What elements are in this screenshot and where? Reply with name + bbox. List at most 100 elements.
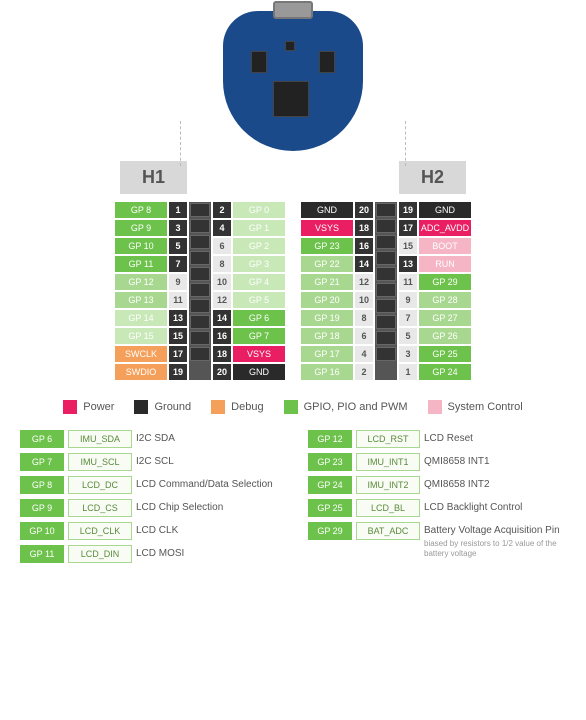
pin-label: GP 17 [301,346,353,362]
pin-label: VSYS [233,346,285,362]
pin-number: 1 [399,364,417,380]
legend-label: System Control [448,401,523,413]
h2-pinout: GNDVSYSGP 23GP 22GP 21GP 20GP 19GP 18GP … [301,202,471,380]
pin-label: GP 20 [301,292,353,308]
function-row: GP 9LCD_CS LCD Chip Selection [20,499,278,517]
function-name: LCD_BL [356,499,420,517]
function-name: IMU_SDA [68,430,132,448]
pin-label: GP 21 [301,274,353,290]
pin-number: 12 [213,292,231,308]
pin-label: GP 19 [301,310,353,326]
pin-label: GP 16 [301,364,353,380]
pin-number: 2 [355,364,373,380]
function-desc: Battery Voltage Acquisition Pinbiased by… [424,522,566,560]
function-name: IMU_SCL [68,453,132,471]
function-pin: GP 7 [20,453,64,471]
pin-number: 17 [399,220,417,236]
function-name: LCD_DC [68,476,132,494]
pin-label: GP 6 [233,310,285,326]
pin-number: 15 [169,328,187,344]
pin-number: 3 [169,220,187,236]
pin-number: 4 [213,220,231,236]
pin-label: ADC_AVDD [419,220,471,236]
function-row: GP 24IMU_INT2QMI8658 INT2 [308,476,566,494]
pin-number: 8 [213,256,231,272]
function-pin: GP 23 [308,453,352,471]
pin-label: GP 24 [419,364,471,380]
pin-label: GND [301,202,353,218]
function-desc: LCD Reset [424,430,566,445]
legend-label: GPIO, PIO and PWM [304,401,408,413]
pin-label: GP 7 [233,328,285,344]
function-table-right: GP 12LCD_RSTLCD Reset GP 23IMU_INT1 QMI865… [308,430,566,563]
pin-number: 8 [355,310,373,326]
pin-label: GP 10 [115,238,167,254]
pin-label: GP 2 [233,238,285,254]
legend-item: Debug [211,400,263,414]
pin-label: SWCLK [115,346,167,362]
function-desc: LCD MOSI [136,545,278,560]
function-desc: I2C SCL [136,453,278,468]
pin-label: GP 9 [115,220,167,236]
pin-label: GP 1 [233,220,285,236]
pin-label: GP 5 [233,292,285,308]
function-pin: GP 9 [20,499,64,517]
pin-label: GP 13 [115,292,167,308]
function-row: GP 29BAT_ADCBattery Voltage Acquisition … [308,522,566,560]
pin-number: 6 [213,238,231,254]
function-name: LCD_DIN [68,545,132,563]
function-desc: QMI8658 INT1 [424,453,566,468]
pin-number: 17 [169,346,187,362]
function-tables: GP 6IMU_SDAI2C SDAGP 7IMU_SCLI2C SCLGP 8… [20,430,566,563]
function-name: LCD_CS [68,499,132,517]
pin-label: GP 28 [419,292,471,308]
legend-swatch [134,400,148,414]
pin-number: 9 [399,292,417,308]
legend-swatch [63,400,77,414]
function-desc: LCD Chip Selection [136,499,278,514]
pin-label: GP 8 [115,202,167,218]
pin-label: GP 26 [419,328,471,344]
pin-label: VSYS [301,220,353,236]
pin-number: 19 [399,202,417,218]
function-pin: GP 6 [20,430,64,448]
pin-number: 1 [169,202,187,218]
pin-label: GP 29 [419,274,471,290]
pin-label: GP 14 [115,310,167,326]
function-desc: LCD Command/Data Selection [136,476,278,491]
pin-number: 9 [169,274,187,290]
function-desc: LCD CLK [136,522,278,537]
pin-number: 5 [399,328,417,344]
h1-pinout: GP 8GP 9GP 10GP 11GP 12GP 13GP 14GP 15SW… [115,202,285,380]
pin-number: 20 [355,202,373,218]
pin-number: 10 [355,292,373,308]
function-name: LCD_CLK [68,522,132,540]
function-desc: LCD Backlight Control [424,499,566,514]
function-row: GP 23IMU_INT1 QMI8658 INT1 [308,453,566,471]
pin-number: 11 [399,274,417,290]
function-row: GP 11LCD_DIN LCD MOSI [20,545,278,563]
function-name: IMU_INT2 [356,476,420,494]
function-row: GP 6IMU_SDAI2C SDA [20,430,278,448]
function-table-left: GP 6IMU_SDAI2C SDAGP 7IMU_SCLI2C SCLGP 8… [20,430,278,563]
pin-number: 3 [399,346,417,362]
pin-label: GND [419,202,471,218]
pin-label: BOOT [419,238,471,254]
pin-label: SWDIO [115,364,167,380]
function-pin: GP 10 [20,522,64,540]
function-row: GP 25LCD_BLLCD Backlight Control [308,499,566,517]
pin-number: 5 [169,238,187,254]
legend-label: Debug [231,401,263,413]
pin-number: 6 [355,328,373,344]
pin-label: GP 18 [301,328,353,344]
function-pin: GP 11 [20,545,64,563]
function-name: IMU_INT1 [356,453,420,471]
function-row: GP 8LCD_DCLCD Command/Data Selection [20,476,278,494]
right-header [319,51,335,73]
function-row: GP 12LCD_RSTLCD Reset [308,430,566,448]
pin-label: GP 3 [233,256,285,272]
pinout-diagram: GP 8GP 9GP 10GP 11GP 12GP 13GP 14GP 15SW… [20,202,566,380]
pin-label: GP 12 [115,274,167,290]
pcb-board [223,11,363,151]
main-chip [273,81,309,117]
